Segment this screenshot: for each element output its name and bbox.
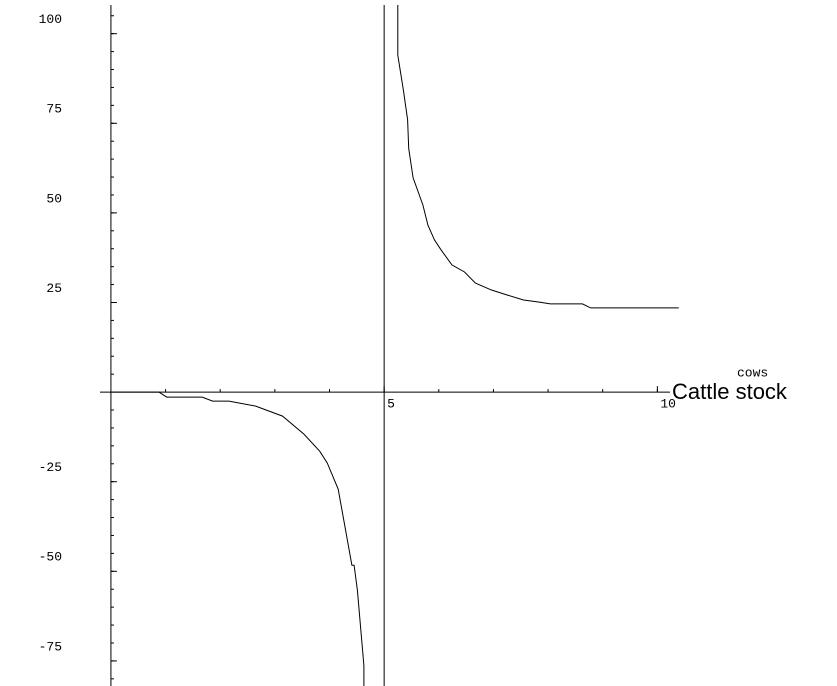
y-tick-label: 75: [46, 102, 62, 117]
x-tick-label: 5: [387, 397, 395, 412]
x-axis-label: cows: [737, 365, 768, 380]
y-axis-label: Cattle stock: [672, 379, 788, 404]
y-tick-label: 50: [46, 191, 62, 206]
y-tick-label: -50: [39, 550, 62, 565]
y-tick-label: 100: [39, 12, 62, 27]
y-tick-label: -75: [39, 639, 62, 654]
y-tick-label: 25: [46, 281, 62, 296]
line: [110, 5, 679, 686]
y-tick-label: -25: [39, 460, 62, 475]
x-tick-label: 10: [660, 397, 676, 412]
